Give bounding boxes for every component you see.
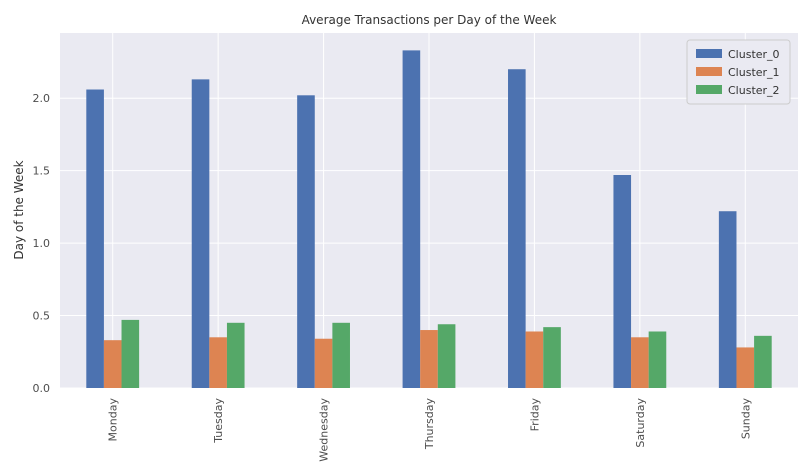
y-axis-label: Day of the Week: [12, 160, 26, 259]
y-tick-label: 1.0: [33, 237, 51, 250]
bar-cluster-2: [437, 324, 456, 388]
x-tick-label: Thursday: [423, 398, 436, 451]
bar-cluster-1: [103, 340, 122, 388]
bar-cluster-2: [648, 331, 667, 388]
legend-label: Cluster_2: [728, 84, 780, 97]
bar-cluster-2: [121, 319, 140, 388]
x-tick-label: Sunday: [739, 398, 752, 440]
legend-label: Cluster_1: [728, 66, 780, 79]
x-tick-label: Saturday: [634, 398, 647, 448]
legend-swatch: [696, 85, 722, 94]
bar-cluster-0: [402, 50, 421, 388]
bar-cluster-1: [631, 337, 649, 388]
x-tick-label: Friday: [528, 398, 541, 432]
bar-cluster-1: [525, 331, 544, 388]
bar-cluster-1: [736, 347, 755, 388]
y-tick-label: 0.5: [33, 310, 51, 323]
x-tick-label: Wednesday: [318, 398, 331, 462]
bar-cluster-0: [191, 79, 210, 389]
y-tick-label: 2.0: [33, 92, 51, 105]
legend-swatch: [696, 67, 722, 76]
legend-label: Cluster_0: [728, 48, 780, 61]
grid-lines: [60, 33, 798, 389]
bar-cluster-2: [332, 322, 350, 388]
legend: Cluster_0 Cluster_1 Cluster_2: [686, 39, 791, 105]
bar-cluster-2: [754, 335, 772, 388]
y-tick-label: 0.0: [33, 382, 51, 395]
y-tick-label: 1.5: [33, 165, 51, 178]
bar-cluster-2: [543, 327, 561, 388]
bar-cluster-0: [718, 211, 737, 388]
legend-swatch: [696, 49, 722, 58]
bar-cluster-1: [420, 330, 438, 388]
bar-cluster-1: [209, 337, 227, 388]
x-axis-ticks: Monday Tuesday Wednesday Thursday Friday Satu…: [107, 398, 753, 462]
bar-cluster-0: [508, 69, 526, 388]
bar-cluster-2: [226, 322, 245, 388]
bar-cluster-0: [297, 95, 315, 388]
bar-cluster-0: [86, 89, 104, 389]
x-tick-label: Tuesday: [212, 398, 225, 444]
chart-title: Average Transactions per Day of the Week: [302, 13, 557, 27]
bar-cluster-0: [613, 175, 632, 388]
y-axis-ticks: 0.0 0.5 1.0 1.5 2.0: [33, 92, 51, 395]
x-tick-label: Monday: [107, 398, 120, 442]
bars: [86, 50, 772, 389]
bar-cluster-1: [314, 338, 333, 388]
